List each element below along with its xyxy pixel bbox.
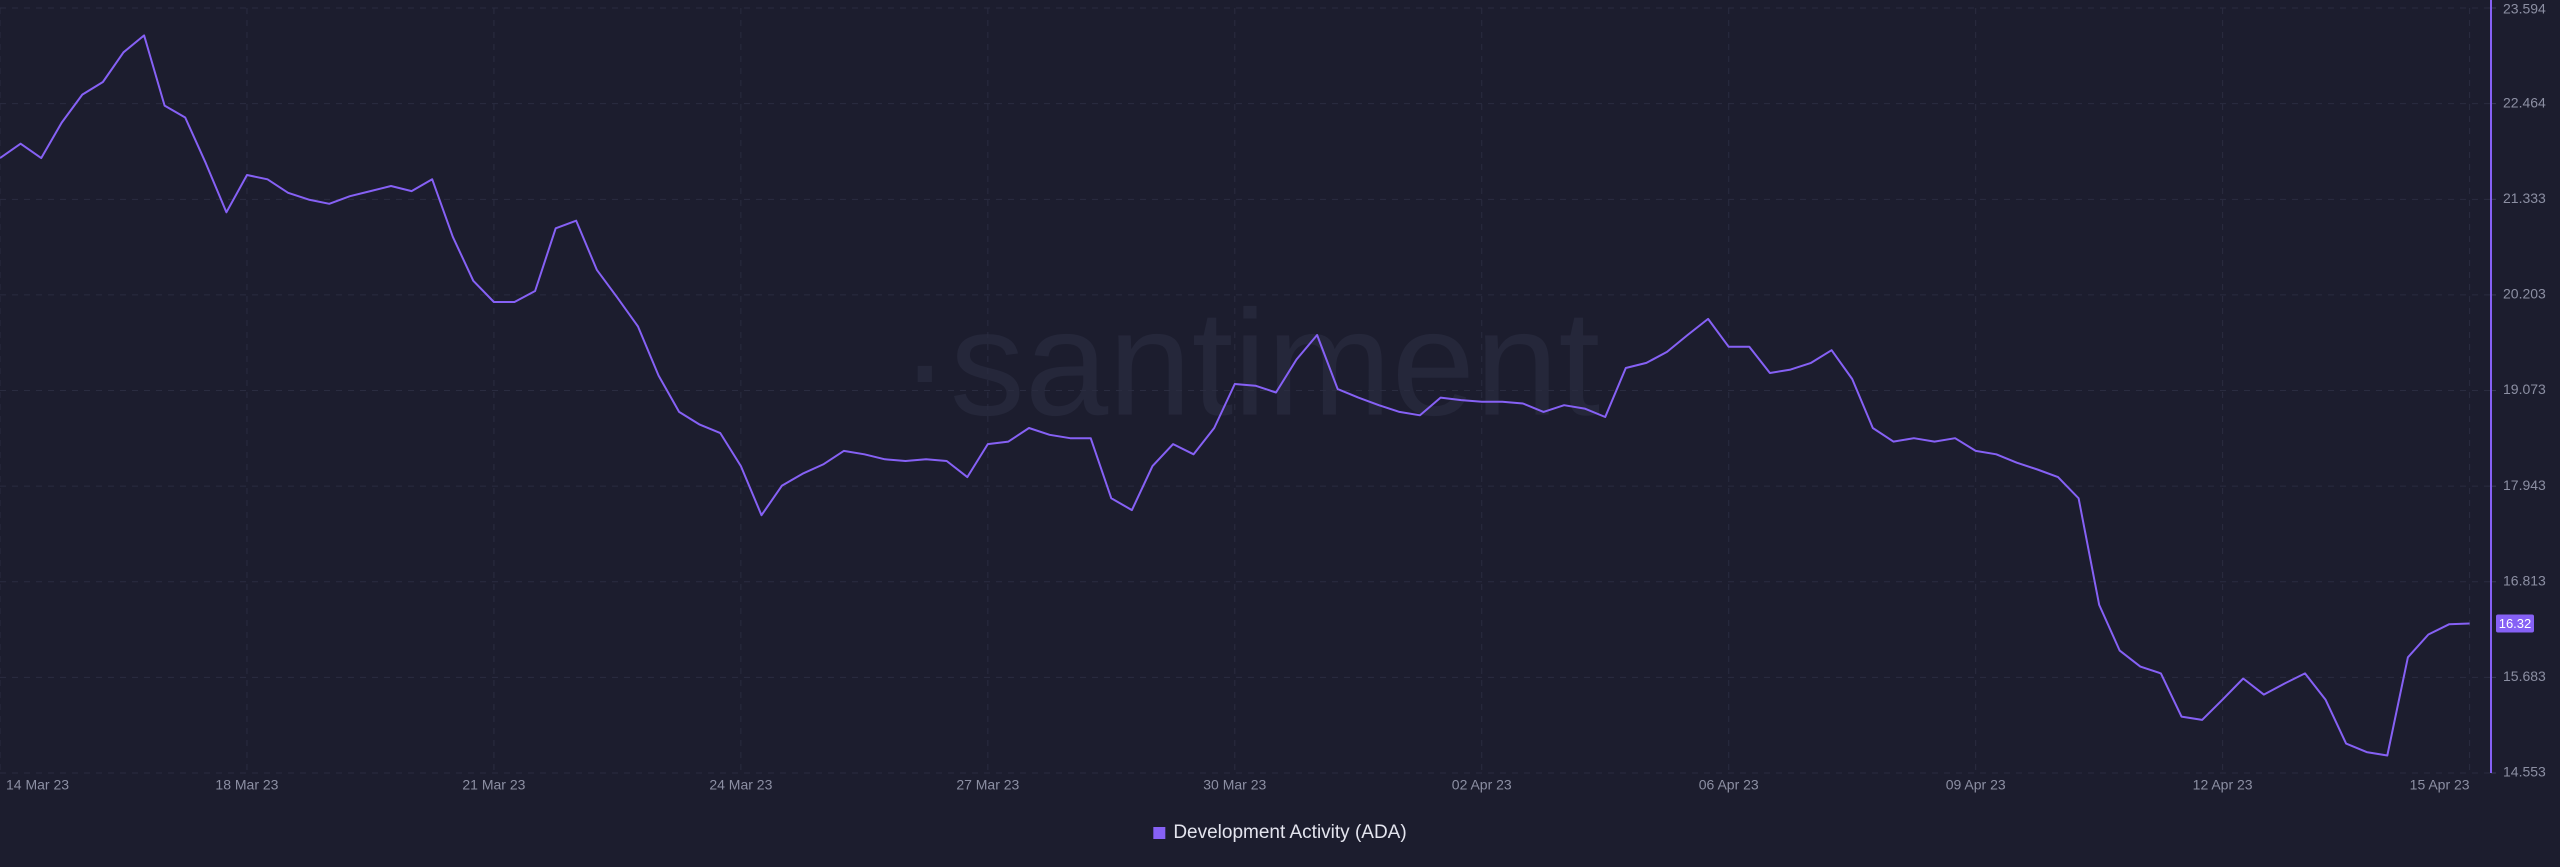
- y-tick-label: 15.683: [2503, 668, 2546, 684]
- current-value-badge: [2496, 614, 2534, 633]
- x-tick-label: 06 Apr 23: [1699, 777, 1759, 793]
- y-tick-label: 23.594: [2503, 1, 2546, 17]
- current-value-label: 16.32: [2499, 616, 2532, 631]
- legend-item: Development Activity (ADA): [1153, 822, 1407, 843]
- y-tick-label: 17.943: [2503, 477, 2546, 493]
- x-tick-label: 21 Mar 23: [462, 777, 525, 793]
- y-tick-label: 16.813: [2503, 572, 2546, 588]
- watermark: ·santiment: [900, 279, 1600, 447]
- y-tick-label: 22.464: [2503, 94, 2546, 110]
- x-tick-label: 15 Apr 23: [2410, 777, 2470, 793]
- legend-label: Development Activity (ADA): [1173, 822, 1406, 843]
- legend-swatch: [1153, 827, 1166, 839]
- x-tick-label: 09 Apr 23: [1946, 777, 2006, 793]
- y-tick-label: 21.333: [2503, 190, 2546, 206]
- x-tick-label: 27 Mar 23: [956, 777, 1019, 793]
- y-tick-label: 20.203: [2503, 286, 2546, 302]
- data-line: [0, 34, 2470, 757]
- y-tick-label: 14.553: [2503, 764, 2546, 780]
- x-tick-label: 02 Apr 23: [1452, 777, 1512, 793]
- x-tick-label: 30 Mar 23: [1203, 777, 1266, 793]
- x-tick-label: 12 Apr 23: [2193, 777, 2253, 793]
- x-tick-label: 24 Mar 23: [709, 777, 772, 793]
- x-tick-label: 18 Mar 23: [215, 777, 278, 793]
- y-tick-label: 19.073: [2503, 381, 2546, 397]
- x-tick-label: 14 Mar 23: [6, 777, 69, 793]
